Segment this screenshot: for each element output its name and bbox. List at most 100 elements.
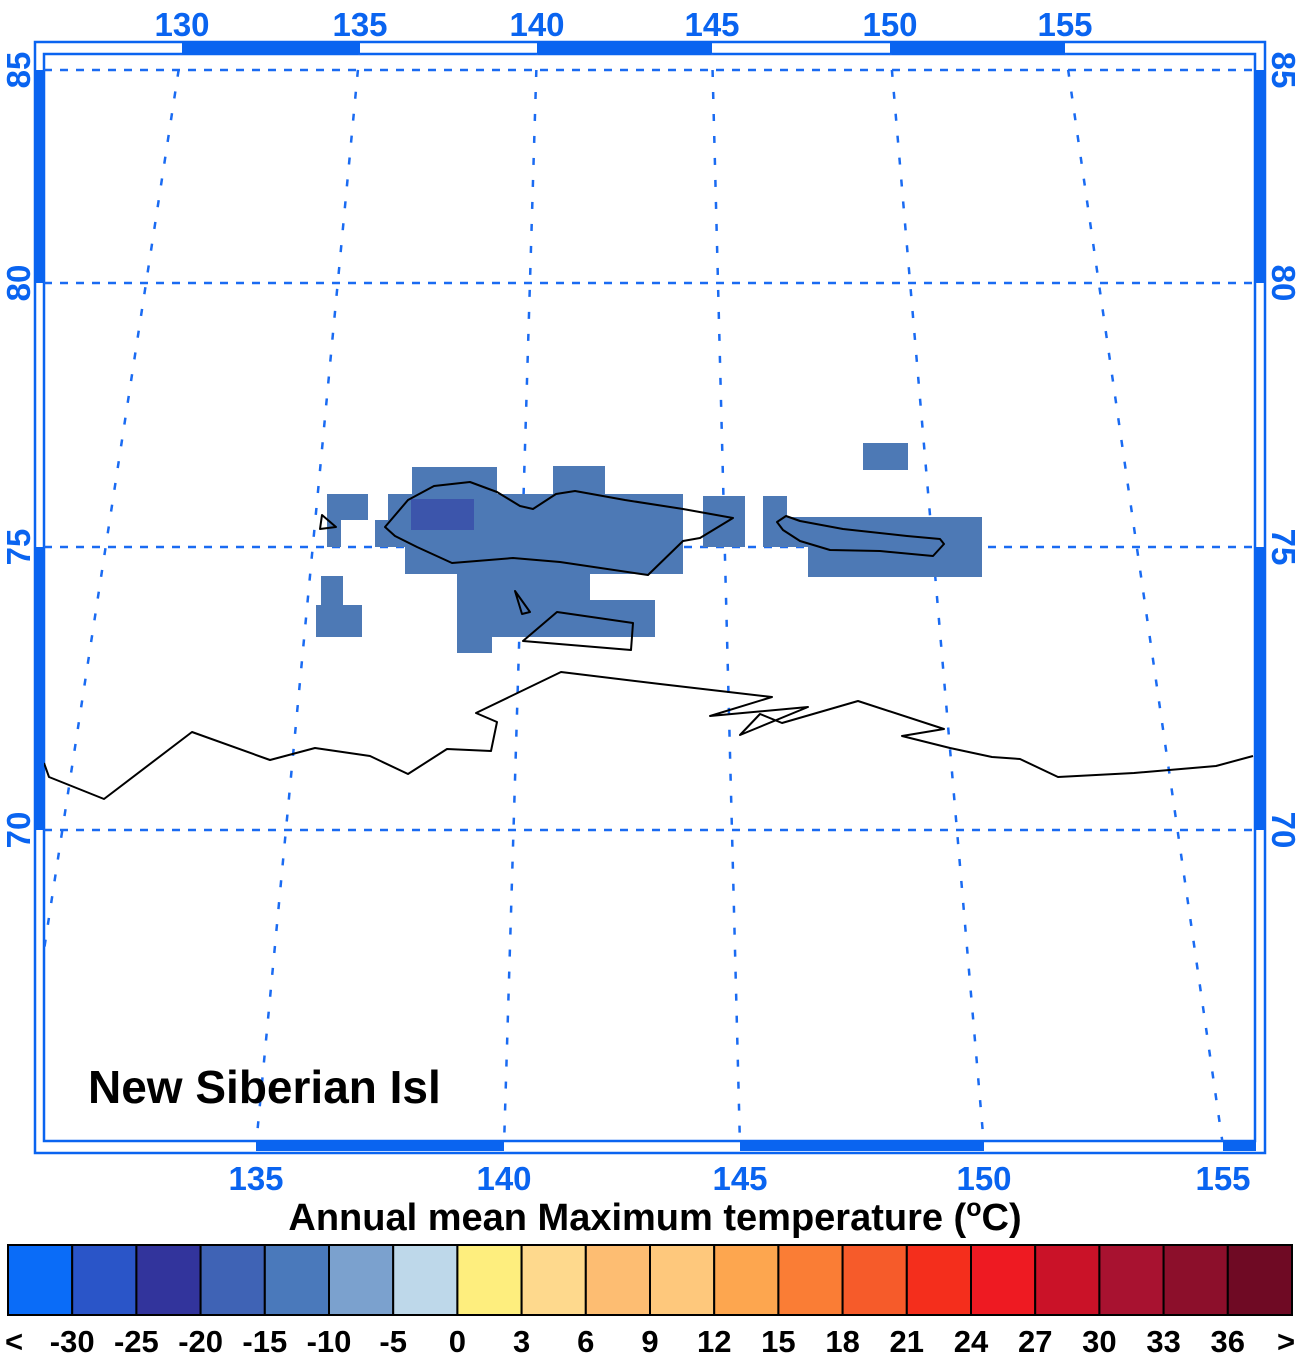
- frame-band-segment: [537, 43, 712, 54]
- colorbar-cell: [649, 1244, 716, 1316]
- colorbar-title: Annual mean Maximum temperature (oC): [288, 1194, 1021, 1239]
- temperature-cells: [316, 443, 982, 653]
- bottom-axis-tick-label: 145: [712, 1160, 767, 1197]
- frame-band-segment: [35, 70, 44, 283]
- island-coastline: [776, 515, 945, 557]
- left-axis-tick-label: 85: [0, 52, 37, 89]
- bottom-axis-tick-label: 155: [1195, 1160, 1250, 1197]
- colorbar-boundary-label: 6: [577, 1324, 594, 1359]
- top-axis-tick-label: 140: [509, 6, 564, 43]
- temperature-cell: [703, 496, 745, 547]
- colorbar-cell: [1162, 1244, 1229, 1316]
- colorbar-boundary-label: 27: [1018, 1324, 1052, 1359]
- temperature-cell: [778, 517, 982, 547]
- island-coastline: [319, 514, 337, 530]
- colorbar-boundary-label: -15: [242, 1324, 287, 1359]
- colorbar-boundary-label: 15: [761, 1324, 795, 1359]
- colorbar-cell: [1098, 1244, 1165, 1316]
- frame-band-segment: [256, 1140, 504, 1151]
- colorbar-cell: [1226, 1244, 1294, 1316]
- colorbar-cell: [777, 1244, 844, 1316]
- colorbar-title-text: Annual mean Maximum temperature (: [288, 1197, 966, 1239]
- colorbar-boundary-label: >: [1277, 1324, 1295, 1359]
- temperature-cell: [863, 443, 908, 470]
- colorbar-boundary-label: 3: [513, 1324, 530, 1359]
- temperature-cell: [457, 635, 492, 653]
- temperature-cell: [457, 573, 590, 637]
- colorbar-title-unit: C): [982, 1197, 1022, 1239]
- frame-band-segment: [1256, 70, 1265, 283]
- colorbar-cell: [713, 1244, 780, 1316]
- colorbar-cell: [71, 1244, 138, 1316]
- frame-band-segment: [182, 43, 360, 54]
- colorbar-boundary-label: -10: [307, 1324, 352, 1359]
- temperature-cell: [321, 576, 343, 606]
- colorbar-boundary-label: -5: [379, 1324, 407, 1359]
- map-frame-band: [35, 43, 1265, 1151]
- frame-band-segment: [1223, 1140, 1256, 1151]
- colorbar-boundary-label: 0: [449, 1324, 466, 1359]
- colorbar-boundary-label: -30: [50, 1324, 95, 1359]
- coastlines: [44, 481, 1254, 800]
- graticule: [44, 54, 1255, 1141]
- colorbar-boundary-label: 9: [641, 1324, 658, 1359]
- island-coastline: [522, 611, 634, 651]
- colorbar-cell: [456, 1244, 523, 1316]
- colorbar-boundary-label: 18: [825, 1324, 859, 1359]
- left-axis-tick-label: 75: [0, 529, 37, 566]
- map-frame-outer: [33, 40, 1267, 1155]
- colorbar-boundary-label: -20: [178, 1324, 223, 1359]
- mainland-coastline: [44, 671, 1254, 800]
- colorbar-boundary-label: 12: [697, 1324, 731, 1359]
- island-coastline: [384, 481, 734, 576]
- bottom-axis-tick-label: 135: [228, 1160, 283, 1197]
- longitude-gridline: [1064, 54, 1224, 1141]
- colorbar-cell: [135, 1244, 202, 1316]
- top-axis-tick-label: 155: [1037, 6, 1092, 43]
- axis-tick-labels: 130 135 140 145 150 155 135 140 145 150 155 85 80 75 7…: [0, 6, 1300, 1197]
- colorbar-cell: [584, 1244, 651, 1316]
- longitude-gridline: [255, 54, 361, 1141]
- temperature-cell: [327, 494, 368, 520]
- top-axis-tick-label: 150: [862, 6, 917, 43]
- map-frame-inner: [42, 52, 1257, 1143]
- left-axis-tick-label: 70: [0, 812, 37, 849]
- colorbar-cell: [328, 1244, 395, 1316]
- colorbar-title-degree-sup: o: [966, 1194, 981, 1222]
- right-axis-tick-label: 80: [1265, 265, 1300, 302]
- colorbar-boundary-label: 36: [1211, 1324, 1245, 1359]
- island-coastline: [514, 590, 531, 615]
- frame-band-segment: [890, 43, 1065, 54]
- colorbar-cell: [841, 1244, 908, 1316]
- frame-band-segment: [35, 547, 44, 830]
- temperature-cell: [316, 605, 362, 637]
- colorbar-cell: [392, 1244, 459, 1316]
- colorbar-boundary-label: 24: [954, 1324, 989, 1359]
- right-axis-tick-label: 85: [1265, 52, 1300, 89]
- colorbar-boundary-label: <: [5, 1324, 23, 1359]
- bottom-axis-tick-label: 140: [476, 1160, 531, 1197]
- left-axis-tick-label: 80: [0, 265, 37, 302]
- map-region-label: New Siberian Isl: [88, 1061, 441, 1113]
- colorbar: < -30 -25 -20 -15 -10 -5 0 3 6 9 12 15 18 21 24 27 30 33 36…: [5, 1244, 1295, 1359]
- colorbar-cell: [905, 1244, 972, 1316]
- frame-band-segment: [1256, 547, 1265, 830]
- colorbar-cell: [970, 1244, 1037, 1316]
- colorbar-boundary-label: -25: [114, 1324, 159, 1359]
- longitude-gridline: [710, 54, 742, 1141]
- top-axis-tick-label: 130: [154, 6, 209, 43]
- longitude-gridline: [889, 54, 985, 1141]
- top-axis-tick-label: 145: [684, 6, 739, 43]
- top-axis-tick-label: 135: [332, 6, 387, 43]
- colorbar-boundary-label: 30: [1082, 1324, 1116, 1359]
- colorbar-cell: [199, 1244, 266, 1316]
- frame-band-segment: [740, 1140, 984, 1151]
- colorbar-boundary-label: 21: [890, 1324, 924, 1359]
- colorbar-cell: [7, 1244, 74, 1316]
- temperature-cell-dark: [411, 499, 474, 530]
- colorbar-cell: [1034, 1244, 1101, 1316]
- right-axis-tick-label: 70: [1265, 812, 1300, 849]
- right-axis-tick-label: 75: [1265, 529, 1300, 566]
